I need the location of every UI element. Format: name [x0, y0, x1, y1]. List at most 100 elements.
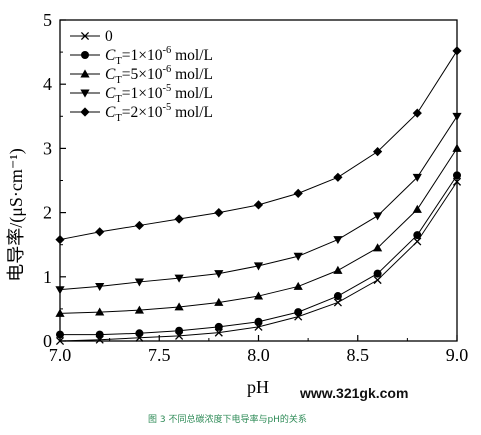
data-point — [453, 171, 461, 180]
data-point — [373, 212, 383, 221]
x-tick-label: 8.0 — [247, 345, 270, 365]
legend-label-prefix: C — [105, 47, 116, 64]
legend-label-exp: -5 — [163, 102, 172, 113]
legend-label-suffix: mol/L — [171, 104, 213, 121]
data-point — [452, 46, 462, 56]
legend-label-prefix: 0 — [105, 28, 113, 45]
data-point — [373, 275, 382, 285]
data-point — [452, 112, 462, 121]
legend-label-prefix: C — [105, 66, 116, 83]
legend-label-suffix: mol/L — [171, 85, 213, 102]
legend-label-mid: =5×10 — [122, 66, 163, 83]
axes: 7.0 7.5 8.0 8.5 9.0 0 1 2 3 4 5 — [43, 10, 468, 365]
data-point — [373, 243, 383, 252]
legend-label-exp: -6 — [163, 45, 172, 56]
legend-label-exp: -6 — [163, 64, 172, 75]
data-point — [55, 234, 65, 245]
x-tick-label: 7.5 — [148, 345, 171, 365]
legend-label-prefix: C — [105, 104, 116, 121]
legend-label-suffix: mol/L — [171, 47, 213, 64]
data-point — [214, 328, 223, 337]
data-point — [333, 265, 343, 274]
legend-label: CT=1×10-6 mol/L — [105, 45, 213, 67]
data-point — [56, 330, 64, 339]
data-point — [174, 302, 184, 311]
data-point — [174, 214, 184, 224]
legend-marker — [80, 107, 90, 117]
legend-item: CT=2×10-5 mol/L — [70, 102, 213, 124]
legend-item: CT=5×10-6 mol/L — [70, 64, 213, 86]
data-point — [134, 278, 144, 287]
legend-label-sub: T — [115, 75, 122, 86]
legend-marker — [80, 69, 90, 78]
data-point — [373, 269, 382, 278]
series-line — [59, 148, 458, 314]
figure-caption: 图 3 不同总碳浓度下电导率与pH的关系 — [148, 413, 307, 425]
legend-label-suffix: mol/L — [171, 66, 213, 83]
legend-label-sub: T — [115, 56, 122, 67]
series-2 — [55, 143, 462, 317]
data-point — [55, 308, 65, 317]
data-point — [253, 262, 264, 271]
data-point — [293, 281, 303, 290]
legend-label-sub: T — [115, 113, 122, 124]
y-tick-label: 4 — [43, 74, 52, 94]
legend-item: 0 — [70, 28, 113, 45]
x-tick-label: 9.0 — [446, 345, 469, 365]
data-point — [253, 200, 264, 210]
x-tick-label: 8.5 — [347, 345, 370, 365]
data-point — [333, 292, 342, 301]
data-point — [175, 326, 184, 335]
legend-label: CT=5×10-6 mol/L — [105, 64, 213, 86]
data-point — [134, 220, 144, 231]
data-point — [333, 172, 343, 182]
data-point — [95, 330, 104, 339]
legend-label-mid: =2×10 — [122, 104, 163, 121]
legend-marker — [80, 89, 90, 98]
y-tick-label: 1 — [43, 267, 52, 287]
data-point — [214, 270, 224, 279]
watermark: www.321gk.com — [299, 385, 408, 401]
y-tick-label: 5 — [43, 10, 52, 30]
legend-label-sub: T — [115, 94, 122, 105]
data-point — [293, 252, 303, 261]
y-tick-label: 3 — [43, 138, 52, 158]
data-point — [214, 208, 224, 218]
data-point — [294, 308, 303, 317]
legend-item: CT=1×10-5 mol/L — [70, 83, 213, 105]
data-point — [333, 236, 343, 245]
series-1 — [56, 171, 461, 339]
legend-marker — [81, 51, 89, 59]
legend: 0CT=1×10-6 mol/LCT=5×10-6 mol/LCT=1×10-5… — [70, 28, 213, 124]
data-point — [412, 204, 422, 213]
data-point — [413, 237, 422, 246]
data-point — [254, 317, 263, 326]
data-point — [135, 329, 144, 338]
data-point — [55, 286, 65, 295]
data-point — [214, 297, 224, 306]
y-tick-label: 0 — [43, 331, 52, 351]
legend-label-exp: -5 — [163, 83, 172, 94]
legend-item: CT=1×10-6 mol/L — [70, 45, 213, 67]
data-point — [134, 305, 144, 314]
data-point — [55, 336, 65, 346]
data-point — [95, 227, 105, 237]
data-point — [214, 322, 223, 331]
data-point — [412, 108, 422, 118]
data-point — [293, 188, 303, 198]
series-4 — [55, 46, 462, 245]
y-tick-label: 2 — [43, 203, 52, 223]
series-group — [55, 46, 462, 346]
legend-marker — [80, 31, 90, 41]
data-point — [253, 291, 264, 300]
legend-label: 0 — [105, 28, 113, 45]
legend-label-prefix: C — [105, 85, 116, 102]
legend-label: CT=1×10-5 mol/L — [105, 83, 213, 105]
legend-label-mid: =1×10 — [122, 85, 163, 102]
x-tick-label: 7.0 — [49, 345, 72, 365]
data-point — [333, 298, 342, 307]
data-point — [95, 282, 105, 292]
x-axis-label: pH — [247, 377, 269, 397]
data-point — [174, 274, 184, 283]
